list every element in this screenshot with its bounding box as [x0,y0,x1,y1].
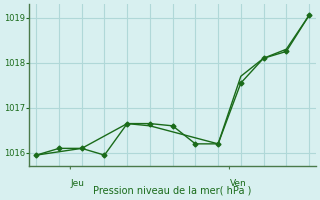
X-axis label: Pression niveau de la mer( hPa ): Pression niveau de la mer( hPa ) [93,186,252,196]
Text: Jeu: Jeu [70,179,84,188]
Text: Ven: Ven [229,179,246,188]
